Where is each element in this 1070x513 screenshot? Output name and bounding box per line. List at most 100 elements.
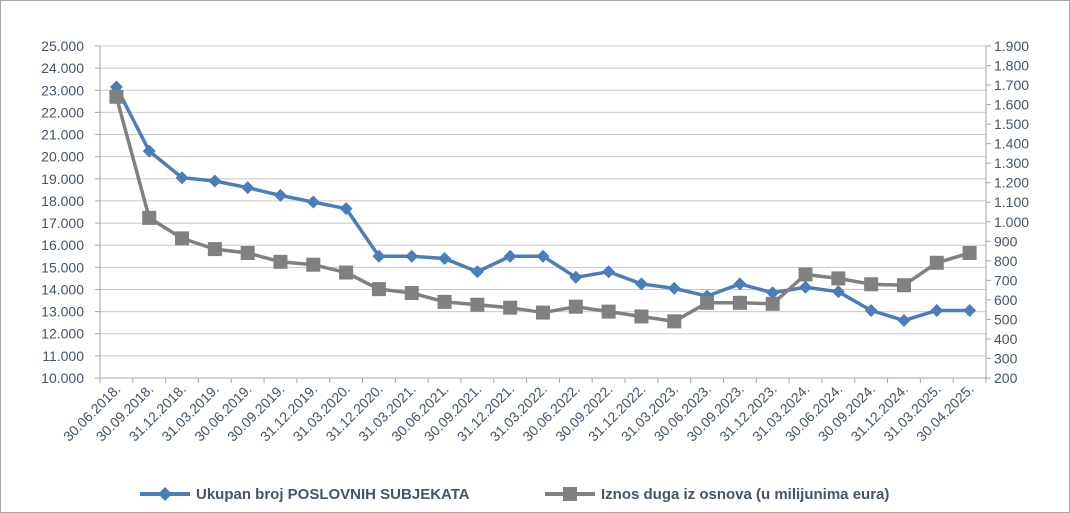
data-point bbox=[667, 314, 682, 329]
data-point bbox=[765, 296, 780, 311]
left-tick-label: 25.000 bbox=[41, 38, 84, 54]
data-point bbox=[601, 304, 616, 319]
data-point bbox=[536, 249, 550, 263]
data-point bbox=[831, 271, 846, 286]
data-point bbox=[962, 246, 977, 261]
left-tick-label: 21.000 bbox=[41, 127, 84, 143]
right-tick-label: 200 bbox=[994, 370, 1018, 386]
series-line bbox=[114, 86, 970, 323]
data-point bbox=[371, 282, 386, 297]
right-tick-label: 1.100 bbox=[994, 194, 1029, 210]
right-tick-label: 1.600 bbox=[994, 97, 1029, 113]
legend-item-series-1: Ukupan broj POSLOVNIH SUBJEKATA bbox=[140, 479, 470, 509]
left-tick-label: 12.000 bbox=[41, 326, 84, 342]
data-point bbox=[240, 246, 255, 261]
data-point bbox=[930, 303, 944, 317]
data-point bbox=[667, 281, 681, 295]
data-point bbox=[634, 277, 648, 291]
data-point bbox=[273, 254, 288, 269]
right-tick-label: 1.900 bbox=[994, 38, 1029, 54]
data-point bbox=[273, 188, 287, 202]
line-chart: 10.000 11.000 12.000 13.000 14.000 15.000 16.0… bbox=[41, 38, 1029, 445]
diamond-marker-icon bbox=[158, 487, 172, 501]
right-tick-label: 700 bbox=[994, 272, 1018, 288]
series-2 bbox=[109, 89, 977, 329]
right-tick-label: 1.800 bbox=[994, 58, 1029, 74]
data-point bbox=[503, 249, 517, 263]
right-tick-label: 300 bbox=[994, 350, 1018, 366]
left-tick-label: 11.000 bbox=[42, 348, 84, 364]
right-tick-label: 800 bbox=[994, 253, 1018, 269]
series-1 bbox=[109, 80, 977, 327]
x-axis-ticks: 30.06.2018.30.09.2018.31.12.2018.31.03.2… bbox=[60, 381, 977, 445]
left-tick-label: 10.000 bbox=[41, 370, 84, 386]
data-point bbox=[437, 294, 452, 309]
data-point bbox=[602, 265, 616, 279]
left-axis-ticks: 10.000 11.000 12.000 13.000 14.000 15.000 16.0… bbox=[41, 38, 84, 386]
data-point bbox=[963, 303, 977, 317]
left-tick-label: 19.000 bbox=[41, 171, 84, 187]
data-point bbox=[470, 265, 484, 279]
square-marker-icon bbox=[563, 487, 577, 501]
data-point bbox=[929, 255, 944, 270]
left-tick-label: 22.000 bbox=[41, 104, 84, 120]
legend-item-series-2: Iznos duga iz osnova (u milijunima eura) bbox=[545, 479, 889, 509]
data-point bbox=[700, 295, 715, 310]
data-point bbox=[339, 265, 354, 280]
data-point bbox=[207, 242, 222, 257]
legend-label-series-2: Iznos duga iz osnova (u milijunima eura) bbox=[601, 485, 890, 503]
right-tick-label: 1.200 bbox=[994, 175, 1029, 191]
series-layer bbox=[109, 80, 977, 329]
data-point bbox=[438, 251, 452, 265]
data-point bbox=[142, 144, 156, 158]
data-point bbox=[109, 89, 124, 104]
right-tick-label: 900 bbox=[994, 233, 1018, 249]
data-point bbox=[503, 300, 518, 315]
data-point bbox=[831, 285, 845, 299]
series-line bbox=[114, 96, 971, 324]
right-tick-label: 500 bbox=[994, 311, 1018, 327]
axes bbox=[95, 45, 991, 383]
legend-label-series-1: Ukupan broj POSLOVNIH SUBJEKATA bbox=[196, 485, 470, 503]
right-tick-label: 1.400 bbox=[994, 136, 1029, 152]
right-tick-label: 600 bbox=[994, 292, 1018, 308]
data-point bbox=[766, 286, 780, 300]
data-point bbox=[896, 278, 911, 293]
data-point bbox=[470, 297, 485, 312]
left-tick-label: 13.000 bbox=[41, 304, 84, 320]
data-point bbox=[306, 195, 320, 209]
data-point bbox=[372, 249, 386, 263]
left-tick-label: 15.000 bbox=[41, 259, 84, 275]
data-point bbox=[306, 257, 321, 272]
data-point bbox=[142, 210, 157, 225]
data-point bbox=[175, 171, 189, 185]
data-point bbox=[536, 305, 550, 320]
data-point bbox=[799, 280, 813, 294]
left-tick-label: 14.000 bbox=[41, 281, 84, 297]
right-tick-label: 400 bbox=[994, 331, 1018, 347]
right-tick-label: 1.500 bbox=[994, 116, 1029, 132]
data-point bbox=[568, 299, 583, 314]
right-tick-label: 1.300 bbox=[994, 155, 1029, 171]
data-point bbox=[241, 181, 255, 195]
data-point bbox=[208, 174, 222, 188]
right-tick-label: 1.000 bbox=[994, 214, 1029, 230]
left-tick-label: 23.000 bbox=[41, 82, 84, 98]
gridlines bbox=[100, 45, 986, 379]
right-axis-ticks: 200 300 400 500 600 700 800 900 1.000 1.100 1.200 1… bbox=[994, 38, 1029, 386]
left-tick-label: 20.000 bbox=[41, 149, 84, 165]
data-point bbox=[339, 202, 353, 216]
left-tick-label: 17.000 bbox=[41, 215, 84, 231]
data-point bbox=[569, 270, 583, 284]
legend-line-blue bbox=[140, 487, 190, 501]
data-point bbox=[404, 286, 419, 301]
legend-line-gray bbox=[545, 487, 595, 501]
data-point bbox=[175, 231, 190, 246]
left-tick-label: 18.000 bbox=[41, 193, 84, 209]
data-point bbox=[634, 309, 649, 324]
left-tick-label: 24.000 bbox=[41, 60, 84, 76]
left-tick-label: 16.000 bbox=[41, 237, 84, 253]
data-point bbox=[864, 303, 878, 317]
data-point bbox=[405, 249, 419, 263]
data-point bbox=[732, 295, 747, 310]
